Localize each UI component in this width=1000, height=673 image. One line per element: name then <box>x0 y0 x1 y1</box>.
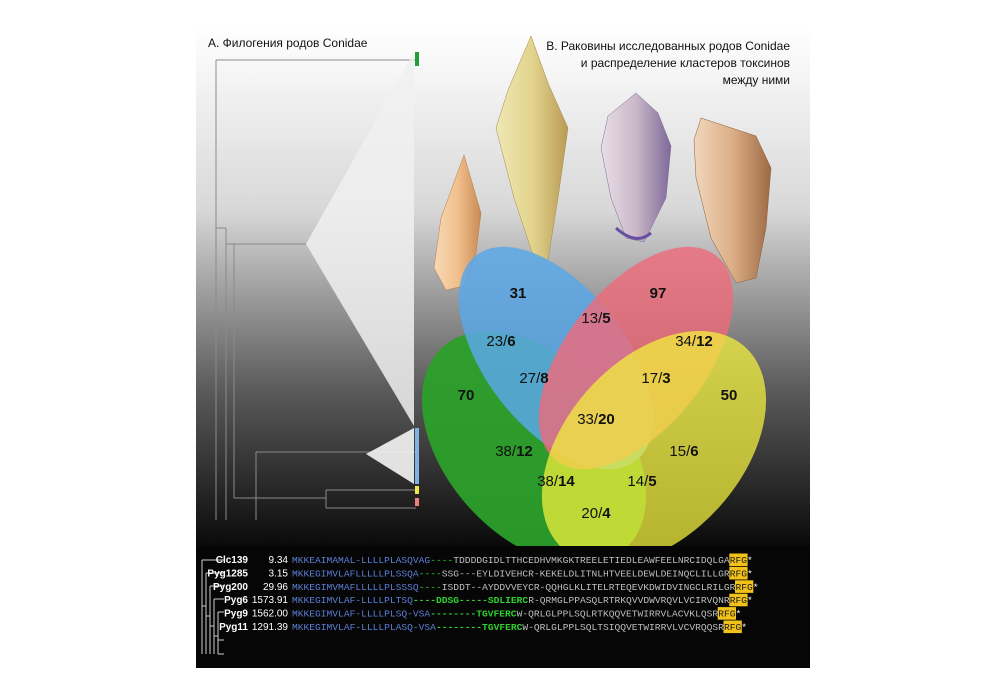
rfg-highlight <box>729 593 748 607</box>
rfg-highlight <box>729 553 748 567</box>
mature-region: W-QRLGLPPLSQLTSIQQVETWIRRVLVCVRQQSR <box>522 622 724 633</box>
rfg-highlight <box>723 620 742 634</box>
mature-region: W-QRLGLPPLSQLRTKQQVETWIRRVLACVKLQSR <box>517 609 719 620</box>
venn-label-blue-only: 31 <box>510 285 527 302</box>
signal-peptide: MKKEGIMVLAF-LLLLPLSQ-VSA <box>292 609 430 620</box>
venn-diagram <box>421 246 767 546</box>
clade-triangle-small <box>366 428 414 484</box>
venn-label-green-red: 38/12 <box>495 443 533 460</box>
propeptide: ----DDSG-----SDLIERC <box>413 595 528 606</box>
signal-peptide: MKKEGIMVLAFLLLLLPLSSQA <box>292 568 419 579</box>
expression-value: 3.15 <box>269 568 289 579</box>
venn-label-green-red-yellow: 38/14 <box>537 473 575 490</box>
alignment-row: Pyg6 1573.91 MKKEGIMVLAF-LLLLPLTSQ ----DDSG… <box>224 593 753 607</box>
expression-value: 29.96 <box>263 582 288 593</box>
expression-value: 9.34 <box>269 555 289 566</box>
rfg-highlight <box>717 607 736 620</box>
stop-codon: * <box>736 609 742 620</box>
alignment-row: Pyg200 29.96 MKKEGIMVMAFLLLLLPLSSSQ ---- ISD… <box>213 580 759 593</box>
alignment-tree <box>201 559 224 655</box>
rfg-motif: RFG <box>730 568 748 579</box>
expression-value: 1573.91 <box>252 595 289 606</box>
sequence-name: Pyg11 <box>219 622 248 633</box>
venn-set-yellow <box>541 331 767 546</box>
rfg-motif: RFG <box>724 622 742 633</box>
panel-a-title: A. Филогения родов Conidae <box>208 36 368 50</box>
alignment-row: Pyg1285 3.15 MKKEGIMVLAFLLLLLPLSSQA ---- SSG… <box>207 566 753 580</box>
venn-label-blue-yellow: 15/6 <box>669 443 698 460</box>
propeptide: ---- <box>419 568 442 579</box>
venn-label-all-four: 33/20 <box>577 411 615 428</box>
clade-bar-yellow <box>415 486 419 494</box>
panel-c-title: C. Предшественики токсинов группы DivCon… <box>208 528 463 542</box>
signal-peptide: MKKEGIMVLAF-LLLLPLTSQ <box>292 595 413 606</box>
figure: 31 97 70 50 13/5 23/6 34/12 27/8 17/3 33/20 38/12 1… <box>196 28 810 668</box>
stop-codon: * <box>741 622 747 633</box>
rfg-motif: RFG <box>718 609 736 620</box>
venn-labels: 31 97 70 50 13/5 23/6 34/12 27/8 17/3 33/20 38/12 1… <box>458 285 738 522</box>
stop-codon: * <box>747 595 753 606</box>
alignment-row: Pyg11 1291.39 MKKEGIMVLAF-LLLLPLASQ-VSA ---… <box>219 620 747 634</box>
clade-bar-blue <box>415 428 419 484</box>
rfg-motif: RFG <box>736 582 754 593</box>
venn-label-green-blue: 23/6 <box>486 333 515 350</box>
mature-region: SSG---EYLDIVEHCR-KEKELDLITNLHTVEELDEWLDE… <box>442 568 730 579</box>
venn-label-green-only: 70 <box>458 387 475 404</box>
mature-region: ISDDT--AYDDVVEYCR-QQHGLKLITELRTEQEVKDWID… <box>442 582 736 593</box>
stop-codon: * <box>753 582 759 593</box>
panel-b-title-line-2: и распределение кластеров токсинов <box>580 56 790 70</box>
panel-b-title: B. Раковины исследованных родов Conidae … <box>546 38 790 89</box>
expression-value: 1291.39 <box>252 622 289 633</box>
rfg-motif: RFG <box>730 595 748 606</box>
venn-label-blue-red-yellow: 17/3 <box>641 370 670 387</box>
sequence-name: Pyg200 <box>213 582 248 593</box>
venn-label-red-only: 97 <box>650 285 667 302</box>
stop-codon: * <box>747 555 753 566</box>
shell-image-4 <box>693 117 772 284</box>
shell-image-1 <box>433 154 482 291</box>
propeptide: --------TGVFERC <box>430 609 517 620</box>
alignment-graphics: Clc139 9.34 MKKEAIMAMAL-LLLLPLASQVAG ---- TD… <box>201 553 759 655</box>
sequence-name: Pyg6 <box>224 595 248 606</box>
clade-triangle-large <box>306 52 414 426</box>
panel-b-title-line-1: B. Раковины исследованных родов Conidae <box>546 39 790 53</box>
clade-bar-pink <box>415 498 419 506</box>
clade-bar-green <box>415 52 419 66</box>
sequence-name: Clc139 <box>216 555 249 566</box>
venn-label-green-blue-yellow: 14/5 <box>627 473 656 490</box>
mature-region: R-QRMGLPPASQLRTRKQVVDWVRQVLVCIRVQNR <box>528 595 730 606</box>
rfg-motif: RFG <box>730 555 748 566</box>
rfg-highlight <box>729 566 748 580</box>
signal-peptide: MKKEAIMAMAL-LLLLPLASQVAG <box>292 555 430 566</box>
signal-peptide: MKKEGIMVMAFLLLLLPLSSSQ <box>292 582 419 593</box>
mature-region: TDDDDGIDLTTHCEDHVMKGKTREELETIEDLEAWFEELN… <box>453 555 730 566</box>
venn-label-yellow-only: 50 <box>721 387 738 404</box>
alignment-panel: Clc139 9.34 MKKEAIMAMAL-LLLLPLASQVAG ---- TD… <box>196 546 810 668</box>
alignment-row: Clc139 9.34 MKKEAIMAMAL-LLLLPLASQVAG ---- TD… <box>216 553 753 567</box>
propeptide: ---- <box>419 582 442 593</box>
sequence-name: Pyg1285 <box>207 568 248 579</box>
alignment-rows: Clc139 9.34 MKKEAIMAMAL-LLLLPLASQVAG ---- TD… <box>207 553 759 634</box>
propeptide: ---- <box>430 555 453 566</box>
sequence-name: Pyg9 <box>224 609 248 620</box>
rfg-highlight <box>735 580 754 593</box>
stop-codon: * <box>747 568 753 579</box>
venn-label-green-yellow: 20/4 <box>581 505 611 522</box>
venn-label-red-yellow: 34/12 <box>675 333 713 350</box>
propeptide: --------TGVFERC <box>436 622 523 633</box>
figure-graphics: 31 97 70 50 13/5 23/6 34/12 27/8 17/3 33/20 38/12 1… <box>196 28 810 546</box>
shell-image-3 <box>600 92 672 243</box>
venn-label-green-blue-red: 27/8 <box>519 370 548 387</box>
panel-b-title-line-3: между ними <box>722 73 790 87</box>
expression-value: 1562.00 <box>252 609 289 620</box>
venn-label-blue-red: 13/5 <box>581 310 610 327</box>
alignment-row: Pyg9 1562.00 MKKEGIMVLAF-LLLLPLSQ-VSA -----… <box>224 607 741 620</box>
signal-peptide: MKKEGIMVLAF-LLLLPLASQ-VSA <box>292 622 436 633</box>
